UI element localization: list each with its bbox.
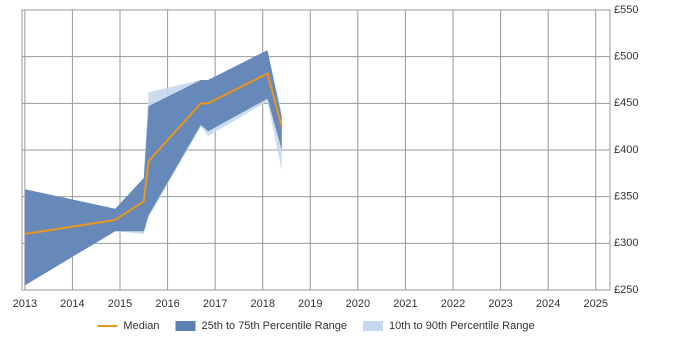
x-tick-label: 2013 [13, 298, 37, 310]
x-tick-label: 2020 [346, 298, 370, 310]
legend-label: 25th to 75th Percentile Range [201, 320, 347, 332]
y-tick-label: £450 [614, 97, 638, 109]
y-tick-label: £400 [614, 144, 638, 156]
x-tick-label: 2023 [488, 298, 512, 310]
x-tick-label: 2025 [583, 298, 607, 310]
legend-label: 10th to 90th Percentile Range [389, 320, 535, 332]
median-line [24, 72, 283, 235]
x-tick-label: 2018 [250, 298, 274, 310]
x-tick-label: 2024 [536, 298, 560, 310]
range-band [24, 50, 282, 286]
y-tick-label: £550 [614, 4, 638, 16]
x-tick-label: 2017 [203, 298, 227, 310]
x-tick-label: 2022 [441, 298, 465, 310]
legend-swatch [363, 321, 384, 331]
x-tick-label: 2014 [60, 298, 84, 310]
y-tick-label: £300 [614, 237, 638, 249]
x-tick-label: 2016 [155, 298, 179, 310]
x-tick-label: 2015 [108, 298, 132, 310]
y-tick-label: £500 [614, 51, 638, 63]
y-tick-label: £350 [614, 191, 638, 203]
legend-swatch [175, 321, 196, 331]
y-tick-label: £250 [614, 284, 638, 296]
legend-label: Median [123, 320, 159, 332]
plot-border [21, 9, 611, 291]
x-tick-label: 2021 [393, 298, 417, 310]
x-tick-label: 2019 [298, 298, 322, 310]
legend: Median 25th to 75th Percentile Range 10th … [97, 320, 535, 332]
